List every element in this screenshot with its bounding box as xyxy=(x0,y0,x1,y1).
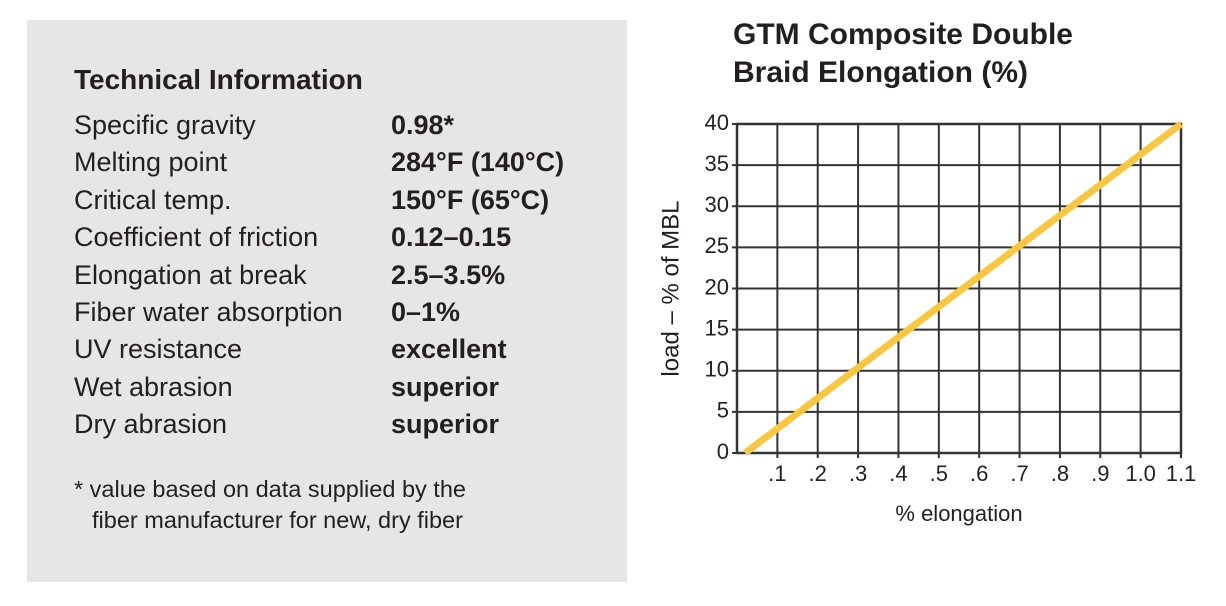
row-label: Wet abrasion xyxy=(74,371,233,402)
footnote: fiber manufacturer for new, dry fiber xyxy=(92,507,463,533)
y-tick-label: 5 xyxy=(717,398,729,423)
row-label: Elongation at break xyxy=(74,259,307,290)
row-value: 0.98* xyxy=(391,110,455,140)
x-tick-label: .1 xyxy=(768,461,786,486)
row-label: Fiber water absorption xyxy=(74,297,343,327)
x-tick-label: .3 xyxy=(849,461,867,486)
data-line xyxy=(742,121,1184,456)
row-label: Specific gravity xyxy=(74,110,256,140)
row-value: 2.5–3.5% xyxy=(391,259,506,290)
y-tick-label: 35 xyxy=(705,151,729,176)
row-value: superior xyxy=(391,371,500,402)
row-label: Critical temp. xyxy=(74,184,232,215)
x-tick-label: .5 xyxy=(930,461,948,486)
row-value: 0–1% xyxy=(391,297,461,327)
y-tick-label: 20 xyxy=(705,274,729,299)
row-value: 150°F (65°C) xyxy=(391,184,550,215)
x-tick-label: 1.1 xyxy=(1166,461,1197,486)
x-axis-label: % elongation xyxy=(895,501,1022,526)
x-tick-label: .4 xyxy=(889,461,907,486)
footnote: * value based on data supplied by the xyxy=(74,476,466,502)
row-value: 284°F (140°C) xyxy=(391,147,565,178)
row-label: Coefficient of friction xyxy=(74,222,319,253)
y-axis-label: load – % of MBL xyxy=(657,200,684,376)
row-label: Dry abrasion xyxy=(74,409,228,440)
row-label: Melting point xyxy=(74,147,228,178)
panel-title: Technical Information xyxy=(74,64,363,95)
row-value: excellent xyxy=(391,334,507,365)
x-tick-label: .6 xyxy=(970,461,988,486)
chart-title: GTM Composite Double Braid Elongation (%… xyxy=(733,18,1073,89)
y-tick-label: 15 xyxy=(705,315,729,340)
row-value: 0.12–0.15 xyxy=(391,222,512,253)
x-tick-label: .9 xyxy=(1091,461,1109,486)
plot-frame xyxy=(735,122,1183,455)
x-tick-label: .7 xyxy=(1010,461,1028,486)
y-tick-label: 0 xyxy=(717,439,729,464)
row-label: UV resistance xyxy=(74,334,243,365)
x-tick-label: .8 xyxy=(1051,461,1069,486)
y-tick-label: 30 xyxy=(705,192,729,217)
y-tick-label: 25 xyxy=(705,233,729,258)
y-tick-label: 40 xyxy=(705,110,729,135)
row-value: superior xyxy=(391,409,500,440)
info-panel: Technical Information Specific gravity 0.… xyxy=(27,20,627,582)
x-tick-label: 1.0 xyxy=(1125,461,1156,486)
x-tick-label: .2 xyxy=(809,461,827,486)
y-tick-label: 10 xyxy=(705,357,729,382)
